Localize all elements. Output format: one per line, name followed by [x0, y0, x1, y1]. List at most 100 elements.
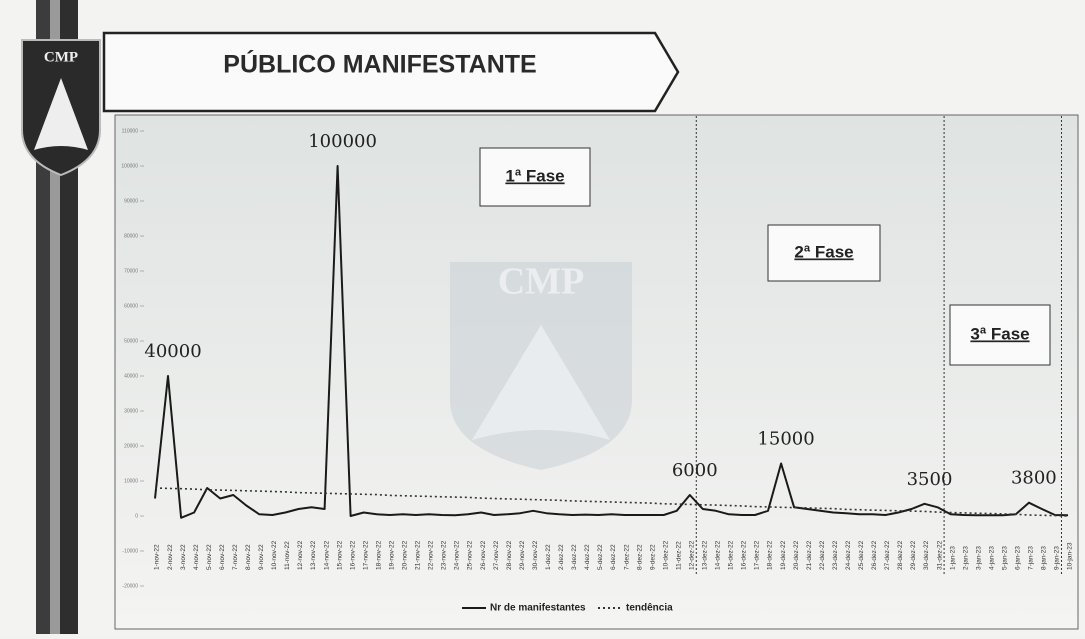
legend-label: tendência	[626, 603, 673, 614]
phase-label: 2ª Fase	[794, 242, 853, 261]
data-label: 15000	[757, 429, 814, 450]
x-tick-label: 15-dez-22	[728, 540, 735, 570]
y-tick-label: 90000	[124, 198, 138, 204]
x-tick-label: 8-dez-22	[636, 544, 643, 570]
x-tick-label: 1-nov-22	[154, 544, 161, 570]
y-tick-label: 70000	[124, 268, 138, 274]
y-tick-label: 60000	[124, 303, 138, 309]
y-tick-label: 20000	[124, 443, 138, 449]
data-label: 3500	[907, 469, 953, 490]
x-tick-label: 13-nov-22	[310, 540, 317, 570]
y-tick-label: 110000	[122, 128, 139, 134]
x-tick-label: 11-nov-22	[284, 541, 291, 570]
x-tick-label: 28-dez-22	[897, 540, 904, 570]
series-line	[154, 487, 1069, 517]
logo-emblem	[34, 78, 88, 150]
x-tick-label: 12-nov-22	[297, 540, 304, 570]
x-tick-label: 5-jan-23	[1002, 546, 1009, 570]
x-tick-label: 4-nov-22	[193, 544, 200, 570]
title: PÚBLICO MANIFESTANTE	[223, 49, 536, 79]
x-tick-label: 17-nov-22	[362, 540, 369, 570]
x-tick-label: 23-dez-22	[832, 540, 839, 570]
x-tick-label: 27-nov-22	[493, 540, 500, 570]
x-tick-label: 6-nov-22	[219, 544, 226, 570]
watermark	[472, 325, 610, 440]
x-tick-label: 19-nov-22	[388, 540, 395, 570]
x-tick-label: 2-dez-22	[558, 544, 565, 570]
x-tick-label: 3-jan-23	[975, 546, 982, 570]
x-tick-label: 4-dez-22	[584, 544, 591, 570]
x-tick-label: 30-nov-22	[532, 540, 539, 570]
x-tick-label: 12-dez-22	[688, 540, 695, 570]
x-tick-label: 3-dez-22	[571, 544, 578, 570]
x-tick-label: 10-jan-23	[1067, 542, 1074, 570]
plot: -20000 -10000 0 10000 20000 30000 40000 50000 60…	[121, 116, 1074, 614]
x-tick-label: 24-nov-22	[454, 540, 461, 570]
x-tick-label: 18-nov-22	[375, 540, 382, 570]
phase-label: 1ª Fase	[505, 166, 564, 185]
data-label: 3800	[1011, 468, 1057, 489]
x-tick-label: 1-jan-23	[949, 546, 956, 570]
x-tick-label: 20-nov-22	[402, 540, 409, 570]
x-tick-label: 26-nov-22	[480, 540, 487, 570]
x-tick-label: 7-dez-22	[623, 544, 630, 570]
x-tick-label: 26-dez-22	[871, 540, 878, 570]
x-tick-label: 7-jan-23	[1028, 546, 1035, 570]
series-line	[154, 165, 1069, 519]
phase-label: 3ª Fase	[970, 324, 1029, 343]
stripe	[50, 0, 60, 634]
x-tick-label: 7-nov-22	[232, 544, 239, 570]
x-tick-label: 16-dez-22	[741, 540, 748, 570]
logo-text: CMP	[44, 49, 78, 65]
x-tick-label: 21-dez-22	[806, 540, 813, 570]
x-tick-label: 6-dez-22	[610, 544, 617, 570]
x-tick-label: 9-dez-22	[649, 544, 656, 570]
phase-box	[767, 224, 881, 282]
watermark-text: CMP	[498, 261, 585, 303]
x-tick-label: 24-dez-22	[845, 540, 852, 570]
x-tick-label: 2-nov-22	[167, 544, 174, 570]
x-tick-label: 22-nov-22	[428, 540, 435, 570]
x-tick-label: 25-dez-22	[858, 540, 865, 570]
x-tick-label: 4-jan-23	[988, 546, 995, 570]
y-tick-label: 80000	[124, 233, 138, 239]
x-tick-label: 28-nov-22	[506, 540, 513, 570]
x-tick-label: 10-dez-22	[662, 540, 669, 570]
phase-box	[949, 304, 1051, 366]
x-tick-label: 9-nov-22	[258, 544, 265, 570]
x-tick-label: 13-dez-22	[702, 540, 709, 570]
x-tick-label: 16-nov-22	[349, 540, 356, 570]
x-tick-label: 17-dez-22	[754, 540, 761, 570]
x-tick-label: 9-jan-23	[1054, 546, 1061, 570]
x-tick-label: 2-jan-23	[962, 546, 969, 570]
x-tick-label: 29-dez-22	[910, 540, 917, 570]
x-tick-label: 6-jan-23	[1015, 546, 1022, 570]
x-tick-label: 5-nov-22	[206, 544, 213, 570]
x-tick-label: 10-nov-22	[271, 540, 278, 570]
legend-label: Nr de manifestantes	[490, 603, 586, 614]
data-label: 6000	[672, 460, 718, 481]
title-banner	[102, 31, 680, 113]
data-label: 40000	[144, 341, 201, 362]
y-tick-label: 100000	[121, 163, 138, 169]
x-tick-label: 20-dez-22	[793, 540, 800, 570]
x-tick-label: 29-nov-22	[519, 540, 526, 570]
y-tick-label: 40000	[124, 373, 138, 379]
x-tick-label: 1-dez-22	[545, 544, 552, 570]
x-tick-label: 18-dez-22	[767, 540, 774, 570]
y-tick-label: 50000	[124, 338, 138, 344]
x-tick-label: 23-nov-22	[441, 540, 448, 570]
phase-box	[479, 147, 591, 207]
data-label: 100000	[308, 131, 377, 152]
y-tick-label: 30000	[124, 408, 138, 414]
x-tick-label: 5-dez-22	[597, 544, 604, 570]
x-tick-label: 27-dez-22	[884, 540, 891, 570]
y-tick-label: -10000	[122, 548, 138, 554]
x-tick-label: 22-dez-22	[819, 540, 826, 570]
x-tick-label: 30-dez-22	[923, 540, 930, 570]
x-tick-label: 25-nov-22	[467, 540, 474, 570]
x-tick-label: 21-nov-22	[415, 540, 422, 570]
x-tick-label: 3-nov-22	[180, 544, 187, 570]
